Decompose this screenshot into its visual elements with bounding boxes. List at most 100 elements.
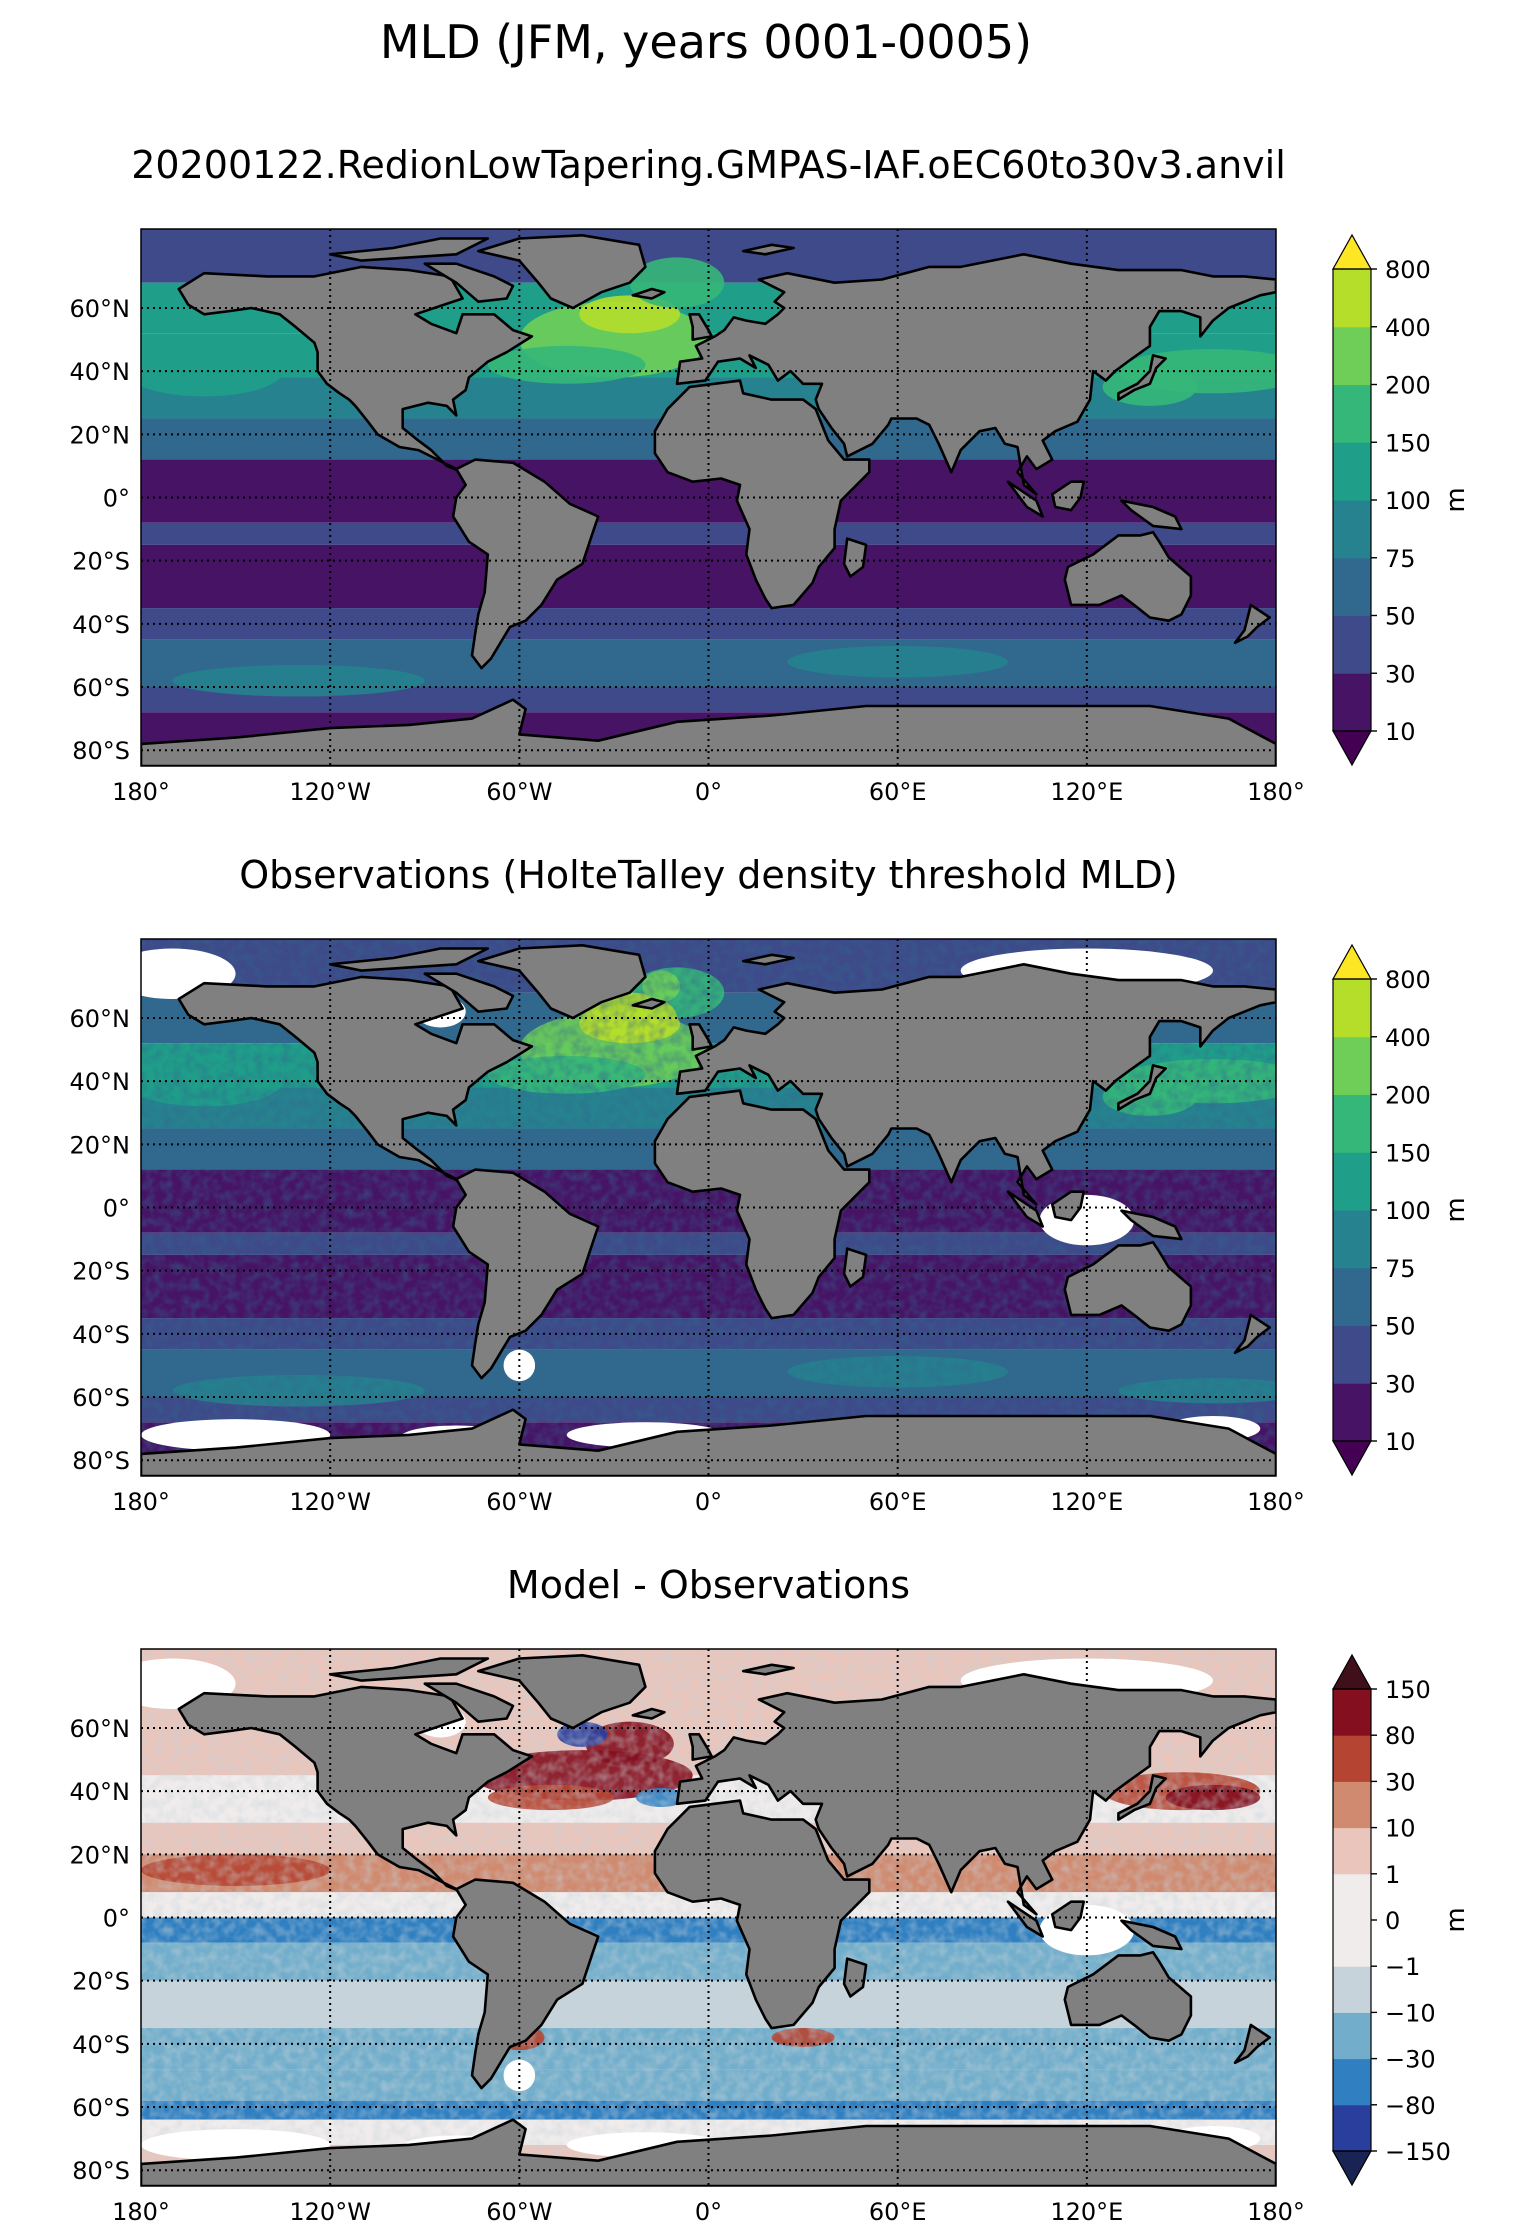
y-tick-label: 0°	[103, 485, 130, 513]
land-south-america	[451, 1168, 600, 1380]
colorbar-tick-label: 400	[1385, 314, 1431, 342]
land-borneo	[1050, 480, 1085, 512]
x-tick-label: 0°	[695, 2198, 722, 2226]
land-japan	[1117, 1064, 1167, 1111]
y-tick-label: 40°N	[70, 358, 131, 386]
land-south-america	[451, 1878, 600, 2090]
x-tick-label: 120°W	[289, 778, 371, 806]
colorbar-segment	[1333, 1267, 1371, 1326]
land-new-guinea	[1120, 1209, 1183, 1241]
land-arctic-islands	[328, 1657, 490, 1682]
colorbar-segment	[1333, 1689, 1371, 1736]
colorbar-tick-label: −30	[1385, 2046, 1436, 2074]
land-australia	[1063, 1950, 1193, 2042]
field-band	[141, 522, 1276, 545]
y-tick-label: 40°S	[72, 2031, 130, 2059]
land-arctic-islands	[328, 947, 490, 972]
map-area	[141, 939, 1276, 1476]
x-tick-label: 180°	[1247, 778, 1305, 806]
colorbar-segment	[1333, 326, 1371, 385]
land-iceland	[631, 997, 666, 1010]
y-tick-label: 20°S	[72, 1968, 130, 1996]
land-uk	[688, 1023, 714, 1051]
figure-title: MLD (JFM, years 0001-0005)	[380, 15, 1032, 69]
colorbar-tick-label: 30	[1385, 1768, 1416, 1796]
colorbar-tick-label: 50	[1385, 1313, 1416, 1341]
colorbar-label: m	[1441, 1197, 1471, 1222]
land-north-america	[177, 265, 534, 474]
land-japan	[1117, 354, 1167, 401]
x-tick-label: 120°W	[289, 1488, 371, 1516]
colorbar-segment	[1333, 557, 1371, 616]
land-africa	[653, 1799, 871, 2030]
colorbar-segment	[1333, 673, 1371, 732]
land-eurasia	[675, 1673, 1276, 1916]
land-north-america	[177, 975, 534, 1184]
colorbar-tick-label: 800	[1385, 256, 1431, 284]
colorbar-segment	[1333, 1781, 1371, 1829]
colorbar-tick-label: −150	[1385, 2138, 1451, 2166]
x-tick-label: 120°W	[289, 2198, 371, 2226]
panel-title: Model - Observations	[507, 1563, 910, 1607]
y-tick-label: 20°N	[70, 1131, 131, 1159]
colorbar-tick-label: 100	[1385, 487, 1431, 515]
field-patch	[141, 345, 283, 397]
y-tick-label: 0°	[103, 1905, 130, 1933]
land-eurasia	[675, 962, 1276, 1206]
x-tick-label: 60°E	[869, 2198, 927, 2226]
colorbar-segment	[1333, 2012, 1371, 2060]
x-tick-label: 120°E	[1050, 778, 1123, 806]
colorbar-tick-label: 75	[1385, 1255, 1416, 1283]
land-australia	[1063, 530, 1193, 623]
land-madagascar	[842, 537, 868, 578]
land-south-america	[451, 458, 600, 670]
y-tick-label: 40°N	[70, 1068, 131, 1096]
colorbar-tick-label: 10	[1385, 718, 1416, 746]
colorbar-tick-label: 400	[1385, 1024, 1431, 1052]
colorbar-tick-label: 200	[1385, 1082, 1431, 1110]
colorbar-extend-max	[1331, 943, 1373, 980]
colorbar-tick-label: −80	[1385, 2092, 1436, 2120]
land-africa	[653, 1089, 871, 1320]
y-tick-label: 60°S	[72, 1384, 130, 1412]
x-tick-label: 180°	[112, 2198, 170, 2226]
colorbar-segment	[1333, 1827, 1371, 1875]
y-tick-label: 40°N	[70, 1778, 131, 1806]
y-tick-label: 0°	[103, 1195, 130, 1223]
land-borneo	[1050, 1900, 1085, 1932]
colorbar-segment	[1333, 2104, 1371, 2152]
land-uk	[688, 312, 714, 341]
colorbar-segment	[1333, 1094, 1371, 1153]
colorbar-segment	[1333, 384, 1371, 443]
x-tick-label: 60°W	[486, 2198, 552, 2226]
y-tick-label: 40°S	[72, 1321, 130, 1349]
colorbar-tick-label: 75	[1385, 545, 1416, 573]
colorbar-segment	[1333, 2058, 1371, 2106]
y-tick-label: 60°N	[70, 295, 131, 323]
land-baffin	[423, 262, 515, 304]
colorbar-segment	[1333, 1873, 1371, 1921]
land-borneo	[1050, 1190, 1085, 1222]
field-patch	[172, 664, 425, 697]
colorbar-extend-min	[1331, 730, 1373, 767]
y-tick-label: 80°S	[72, 1447, 130, 1475]
land-svalbard	[741, 1663, 795, 1676]
colorbar-label: m	[1441, 1907, 1471, 1932]
x-tick-label: 0°	[695, 1488, 722, 1516]
land-africa	[653, 379, 871, 610]
land-iceland	[631, 1707, 666, 1720]
land-sumatra	[1006, 1190, 1044, 1228]
land-iceland	[631, 287, 666, 300]
colorbar-segment	[1333, 1152, 1371, 1211]
y-tick-label: 40°S	[72, 611, 130, 639]
x-tick-label: 60°E	[869, 1488, 927, 1516]
colorbar-tick-label: −1	[1385, 1953, 1420, 1981]
x-tick-label: 60°W	[486, 778, 552, 806]
panel-title: 20200122.RedionLowTapering.GMPAS-IAF.oEC…	[131, 143, 1286, 187]
colorbar-segment	[1333, 615, 1371, 674]
map-frame	[140, 228, 1277, 767]
colorbar-tick-label: 150	[1385, 1139, 1431, 1167]
land-baffin	[423, 1682, 515, 1723]
y-tick-label: 20°N	[70, 421, 131, 449]
colorbar-tick-label: 50	[1385, 603, 1416, 631]
